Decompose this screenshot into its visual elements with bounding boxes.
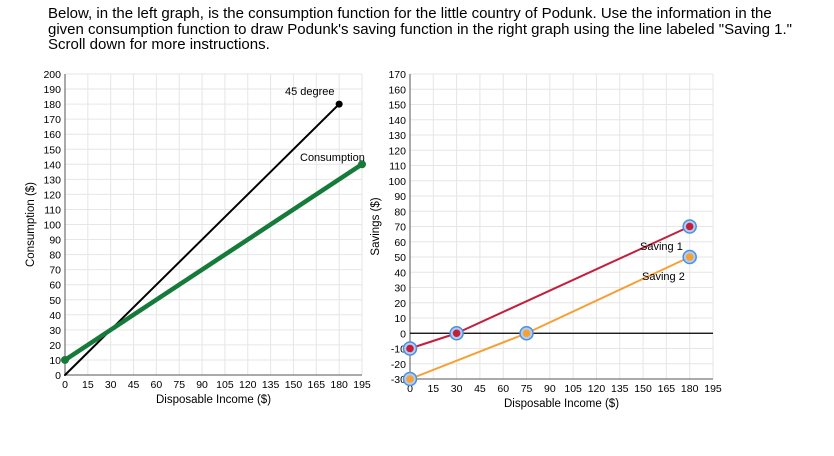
chart1-y-tick-label: 120 [43,189,61,201]
chart1-x-tick-label: 195 [353,379,371,391]
chart2-y-tick-label: 120 [388,145,406,157]
chart2-x-tick-label: 60 [497,383,509,395]
chart1-y-tick-label: 160 [43,129,61,141]
chart1-y-tick-label: 130 [43,174,61,186]
chart2-series-saving-2-point [522,329,531,338]
chart2-series-saving-1-point [685,222,694,231]
chart2-x-tick-label: 180 [681,383,699,395]
chart1-y-tick-label: 0 [55,370,61,382]
chart2-x-tick-label: 135 [611,383,629,395]
instructions-text: Below, in the left graph, is the consump… [48,5,792,53]
chart2-series-saving-1-point [406,344,414,353]
chart2-x-tick-label: 15 [427,383,439,395]
chart2-x-tick-label: 0 [407,383,413,395]
chart2-y-tick-label: -30 [391,374,406,386]
chart2-series-saving-2-label: Saving 2 [642,271,685,283]
chart2-y-tick-label: 70 [394,222,406,234]
chart2-y-tick-label: 150 [388,100,406,112]
chart2-x-tick-label: 30 [451,383,463,395]
chart2-x-tick-label: 150 [634,383,652,395]
chart1-x-tick-label: 30 [105,379,117,391]
chart1-series-45-degree-label: 45 degree [285,86,335,98]
chart2-x-tick-label: 105 [564,383,582,395]
chart1-x-tick-label: 90 [196,379,208,391]
chart2-y-tick-label: -10 [391,344,406,356]
chart2-y-tick-label: 80 [394,206,406,218]
chart1-x-tick-label: 15 [82,379,94,391]
chart1-x-tick-label: 120 [239,379,257,391]
chart2-x-tick-label: 90 [544,383,556,395]
chart2-y-tick-label: 30 [394,283,406,295]
chart2-y-tick-label: 50 [394,252,406,264]
chart1-y-tick-label: 90 [49,235,61,247]
chart2-x-tick-label: 75 [521,383,533,395]
chart2-x-tick-label: 45 [474,383,486,395]
chart1-y-tick-label: 30 [49,325,61,337]
chart2-y-tick-label: -20 [391,359,406,371]
chart1-y-tick-label: 140 [43,159,61,171]
chart1-y-tick-label: 60 [49,280,61,292]
chart2-y-tick-label: 130 [388,130,406,142]
chart1-x-tick-label: 0 [62,379,68,391]
chart1-y-tick-label: 80 [49,250,61,262]
chart2-x-tick-label: 195 [704,383,722,395]
chart1-x-tick-label: 180 [330,379,348,391]
chart2-y-tick-label: 20 [394,298,406,310]
chart2-series-saving-1-point [452,329,461,338]
chart2-y-tick-label: 170 [388,69,406,81]
chart1-y-tick-label: 110 [44,204,61,216]
chart1-x-tick-label: 45 [128,379,140,391]
chart2-y-tick-label: 40 [394,267,406,279]
chart1-y-tick-label: 70 [49,265,61,277]
chart1-series-consumption-label: Consumption [300,152,365,164]
chart1-x-tick-label: 165 [308,379,326,391]
chart1-y-tick-label: 20 [49,340,61,352]
chart1-y-tick-label: 50 [49,295,61,307]
chart1-y-axis-label: Consumption ($) [25,182,37,267]
chart1-series-45-degree-point[interactable] [335,100,343,108]
chart2-y-tick-label: 60 [394,237,406,249]
chart2-y-axis-label: Savings ($) [370,197,382,255]
chart2-y-tick-label: 100 [388,176,406,188]
chart2-y-tick-label: 0 [400,328,406,340]
chart1-y-tick-label: 40 [49,310,61,322]
chart1-y-tick-label: 100 [43,220,61,232]
chart2-y-tick-label: 160 [388,84,406,96]
chart2-x-axis-label: Disposable Income ($) [504,398,619,410]
chart1-x-axis-label: Disposable Income ($) [156,394,271,406]
chart2-series-saving-2-point [406,375,414,383]
chart1-series-consumption-point[interactable] [358,160,366,169]
chart2-x-tick-label: 165 [658,383,676,395]
chart2-y-tick-label: 90 [394,191,406,203]
chart2-series-saving-1-label: Saving 1 [640,241,683,253]
chart2-x-tick-label: 120 [588,383,606,395]
chart2-series-saving-2-point [685,253,694,261]
chart1-x-tick-label: 135 [262,379,280,391]
chart1-y-tick-label: 180 [43,99,61,111]
chart1-y-tick-label: 10 [49,355,61,367]
chart1-series-consumption-point[interactable] [61,355,69,364]
chart1-y-tick-label: 170 [43,114,61,126]
chart1-x-tick-label: 105 [216,379,234,391]
chart1-x-tick-label: 60 [151,379,163,391]
chart2-y-tick-label: 10 [394,313,406,325]
chart1-series-consumption-line [62,162,365,363]
chart1-y-tick-label: 190 [43,84,61,96]
chart1-x-tick-label: 150 [285,379,303,391]
chart2-y-tick-label: 140 [388,115,406,127]
chart1-y-tick-label: 200 [43,69,61,81]
chart1-x-tick-label: 75 [173,379,185,391]
chart1-y-tick-label: 150 [43,144,61,156]
chart2-y-tick-label: 110 [389,161,406,173]
